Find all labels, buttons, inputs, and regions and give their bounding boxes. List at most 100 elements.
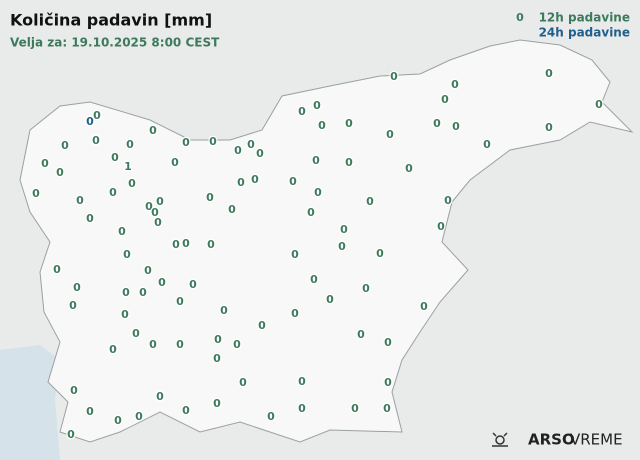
station-value: 0 [145,200,153,213]
station-value: 0 [267,410,275,423]
station-value: 0 [176,295,184,308]
station-value: 0 [121,308,129,321]
station-value: 0 [384,336,392,349]
station-value: 0 [258,319,266,332]
station-value: 0 [451,78,459,91]
station-value: 0 [126,138,134,151]
station-value: 1 [124,160,132,173]
station-value: 0 [228,203,236,216]
station-value: 0 [109,186,117,199]
station-value: 0 [351,402,359,415]
station-value: 0 [209,135,217,148]
station-value: 0 [41,157,49,170]
station-value: 0 [70,384,78,397]
station-value: 0 [291,307,299,320]
station-value: 0 [545,67,553,80]
station-value: 0 [251,173,259,186]
station-value: 0 [362,282,370,295]
station-value: 0 [182,404,190,417]
station-value: 0 [123,248,131,261]
station-value: 0 [53,263,61,276]
station-value: 0 [291,248,299,261]
station-value: 0 [340,223,348,236]
station-value: 0 [182,237,190,250]
station-value: 0 [93,109,101,122]
station-value: 0 [122,286,130,299]
station-value: 0 [247,138,255,151]
station-value: 0 [32,187,40,200]
station-value: 0 [154,216,162,229]
station-value: 0 [149,338,157,351]
station-value: 0 [156,195,164,208]
station-value: 0 [172,238,180,251]
station-value: 0 [318,119,326,132]
product: VREME [570,431,623,449]
station-value: 0 [213,352,221,365]
station-value: 0 [383,402,391,415]
station-value: 0 [114,414,122,427]
station-value: 0 [73,281,81,294]
station-value: 0 [182,136,190,149]
station-value: 0 [345,117,353,130]
station-value: 0 [149,124,157,137]
station-value: 0 [298,375,306,388]
station-value: 0 [111,151,119,164]
station-value: 0 [433,117,441,130]
station-value: 0 [483,138,491,151]
station-value: 0 [206,191,214,204]
station-value: 0 [135,410,143,423]
station-value: 0 [256,147,264,160]
station-value: 0 [289,175,297,188]
legend-24h: 24h padavine [539,26,630,40]
station-value: 0 [314,186,322,199]
station-value: 0 [132,327,140,340]
station-value: 0 [452,120,460,133]
station-value: 0 [239,376,247,389]
station-value: 0 [386,128,394,141]
station-value: 0 [310,273,318,286]
station-value: 0 [420,300,428,313]
station-value: 0 [67,428,75,441]
station-value: 0 [189,278,197,291]
station-value: 0 [357,328,365,341]
station-value: 0 [444,194,452,207]
subtitle: Velja za: 19.10.2025 8:00 CEST [10,36,220,50]
station-value: 0 [171,156,179,169]
legend-12h: 12h padavine [539,11,630,25]
station-value: 0 [338,240,346,253]
station-value: 0 [298,402,306,415]
station-value: 0 [234,144,242,157]
station-value: 0 [213,397,221,410]
country [19,39,634,443]
station-value: 0 [56,166,64,179]
sea [0,345,60,460]
station-value: 0 [345,156,353,169]
station-value: 0 [144,264,152,277]
station-value: 0 [207,238,215,251]
station-value: 0 [307,206,315,219]
station-value: 0 [595,98,603,111]
brand: ARSO [528,431,575,449]
station-value: 0 [158,276,166,289]
legend-symbol: 0 [516,11,524,24]
station-value: 0 [156,390,164,403]
station-value: 0 [312,154,320,167]
station-value: 0 [313,99,321,112]
station-value: 0 [214,333,222,346]
station-value: 0 [441,93,449,106]
station-value: 0 [76,194,84,207]
station-value: 0 [545,121,553,134]
station-value: 0 [405,162,413,175]
station-value: 0 [176,338,184,351]
station-value: 0 [437,220,445,233]
station-value: 0 [298,105,306,118]
logo-icon [492,432,508,447]
station-value: 0 [384,376,392,389]
station-value: 0 [139,286,147,299]
station-value: 0 [366,195,374,208]
station-value: 0 [61,139,69,152]
station-value: 0 [390,70,398,83]
station-value: 0 [237,176,245,189]
